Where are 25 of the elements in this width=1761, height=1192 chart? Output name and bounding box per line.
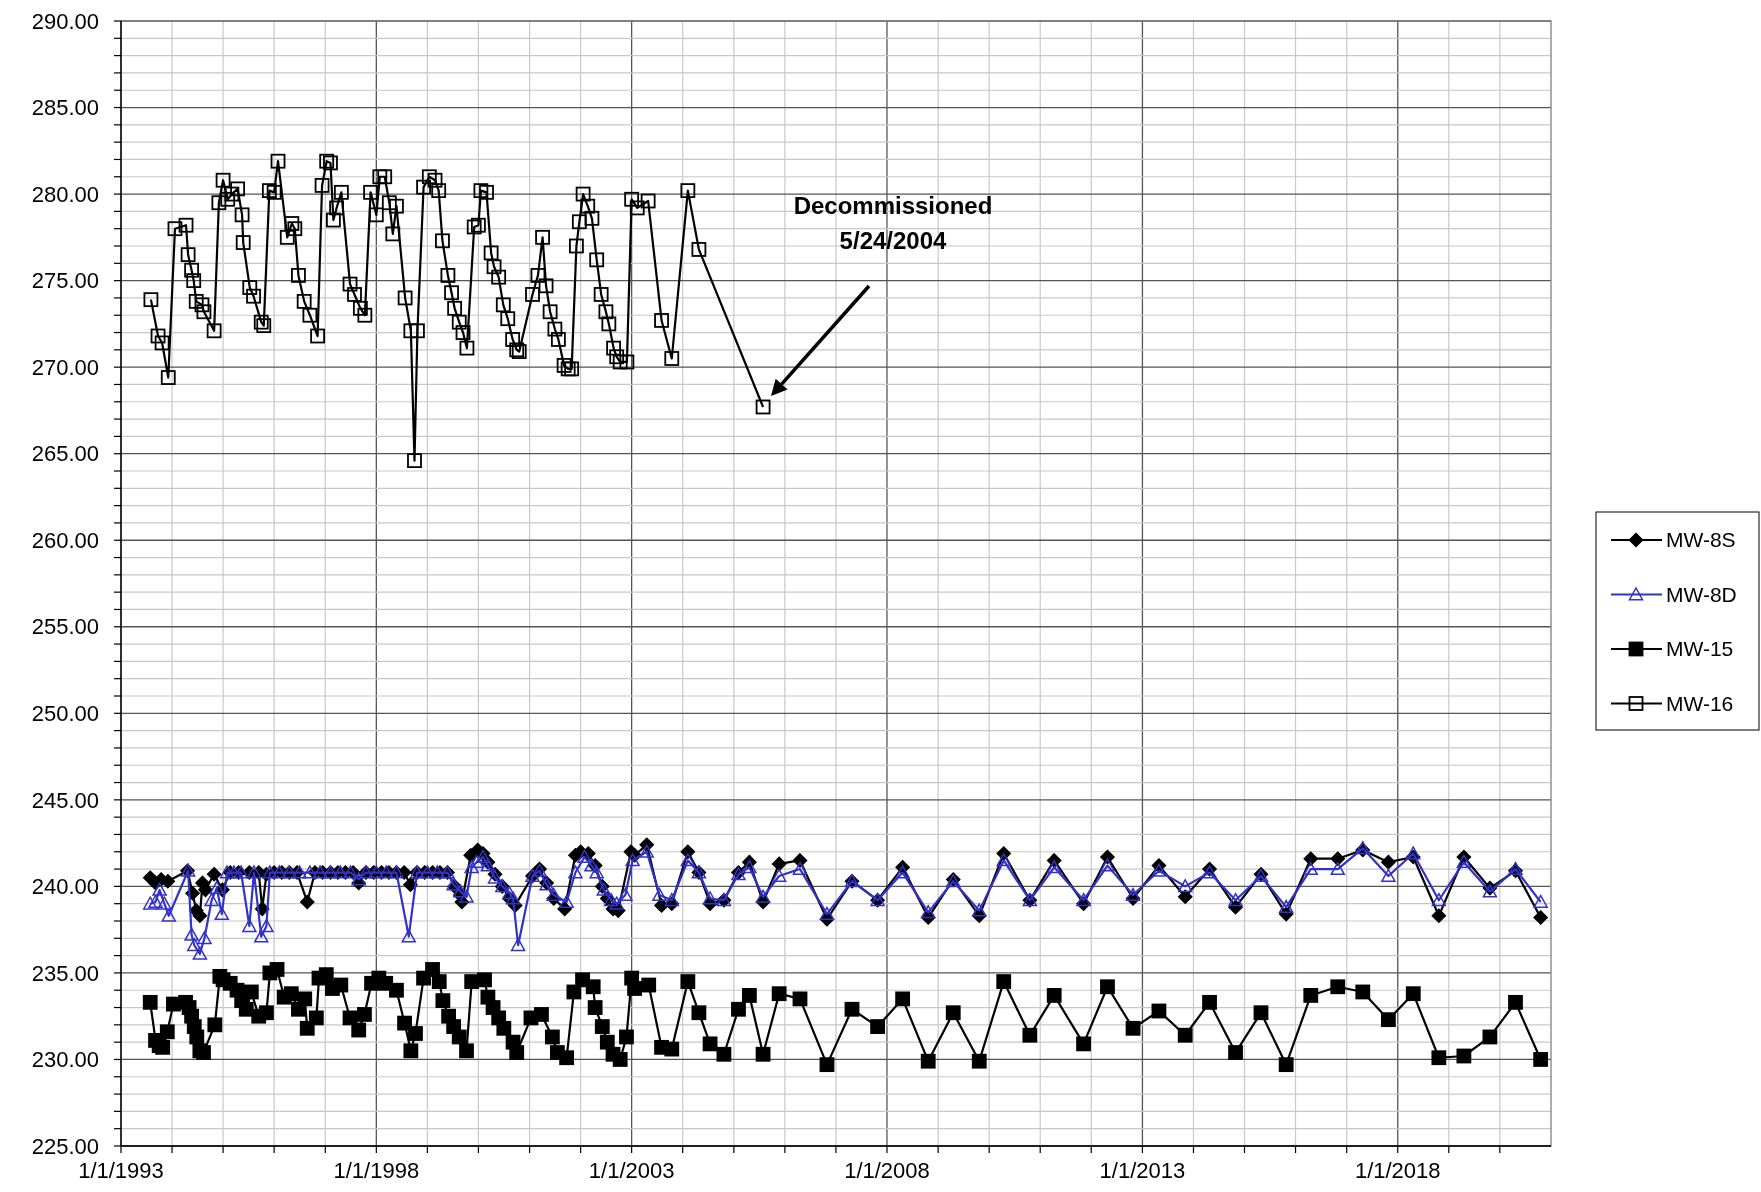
y-tick-label: 260.00 [31,527,99,553]
x-tick-label: 1/1/2013 [1099,1158,1186,1183]
y-tick-label: 240.00 [31,874,99,900]
y-tick-label: 280.00 [31,181,99,207]
x-tick-label: 1/1/2018 [1354,1158,1441,1183]
y-tick-label: 230.00 [31,1047,99,1073]
y-tick-label: 225.00 [31,1133,99,1159]
legend-label: MW-8D [1666,582,1737,606]
annotation: Decommissioned 5/24/2004 [793,192,993,254]
y-tick-label: 265.00 [31,441,99,467]
x-tick-label: 1/1/2003 [588,1158,675,1183]
x-tick-label: 1/1/1993 [78,1158,164,1183]
y-tick-label: 235.00 [31,960,99,986]
y-tick-label: 250.00 [31,701,99,727]
y-tick-label: 270.00 [31,354,99,380]
y-tick-label: 285.00 [31,95,99,121]
y-tick-label: 275.00 [31,268,99,294]
y-tick-label: 255.00 [31,614,99,640]
legend-label: MW-8S [1666,528,1736,552]
y-tick-label: 245.00 [31,787,99,813]
x-tick-label: 1/1/1998 [333,1158,420,1183]
x-tick-label: 1/1/2008 [844,1158,930,1183]
legend-label: MW-16 [1666,691,1734,715]
y-tick-label: 290.00 [31,8,99,34]
legend-label: MW-15 [1666,637,1734,661]
